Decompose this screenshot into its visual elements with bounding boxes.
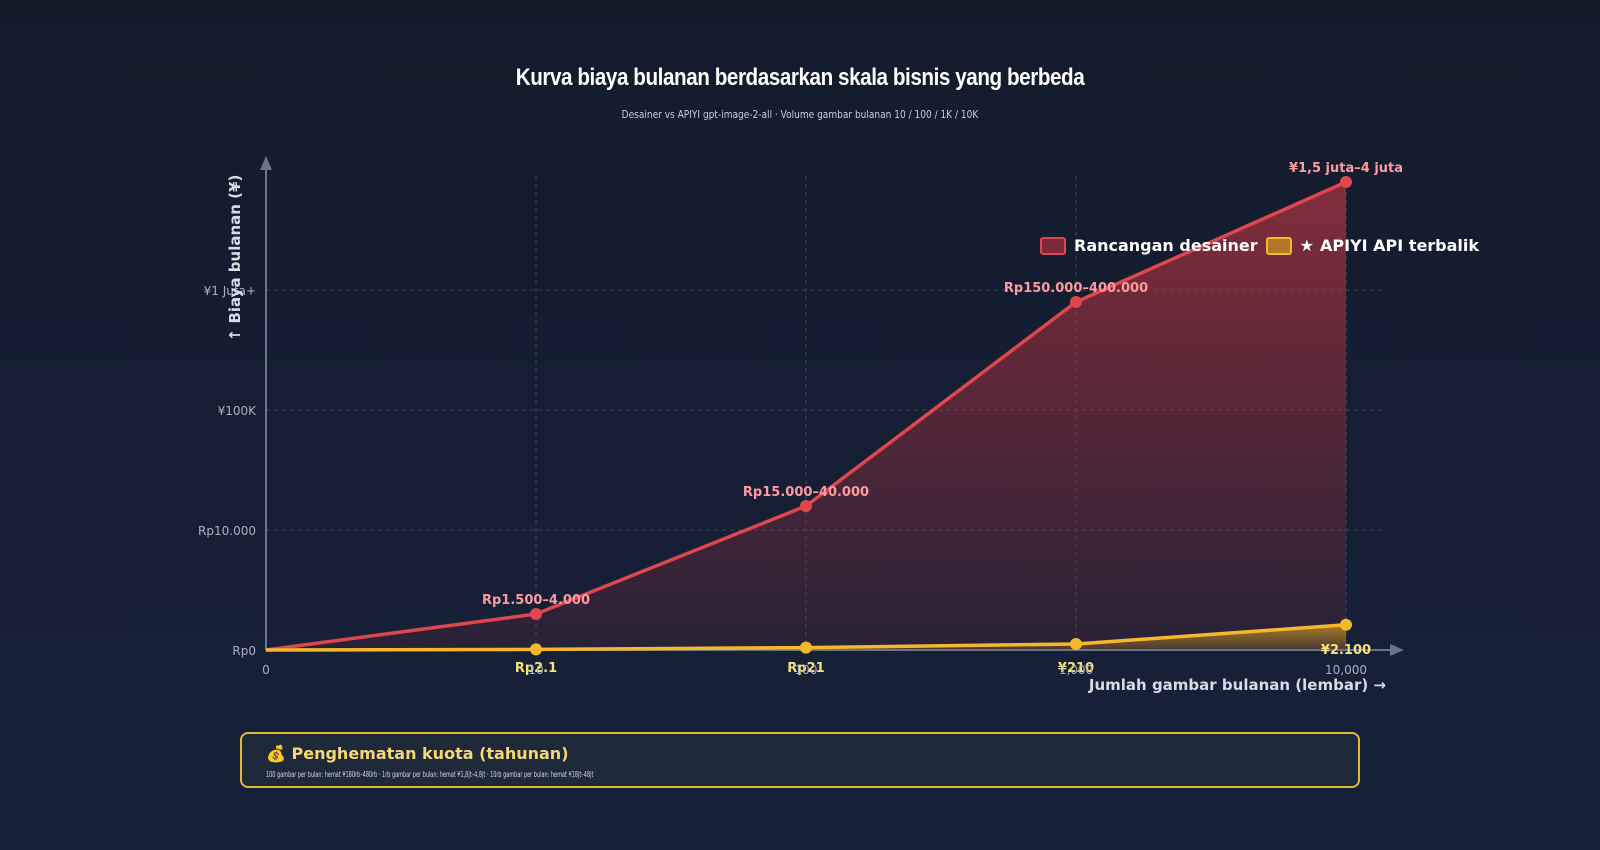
y-tick-label: Rp0 xyxy=(232,644,256,658)
series-area-1 xyxy=(266,624,1346,650)
data-label: ¥210 xyxy=(1058,661,1094,676)
data-point xyxy=(1070,638,1082,650)
money-bag-icon: 💰 xyxy=(266,744,286,763)
data-label: ¥2.100 xyxy=(1321,643,1371,658)
data-point xyxy=(530,643,542,656)
data-point xyxy=(1340,176,1352,188)
chart-legend: Rancangan desainer ★ APIYI API terbalik xyxy=(1040,236,1479,255)
x-tick-label: 10 xyxy=(528,663,543,677)
chart-title: Kurva biaya bulanan berdasarkan skala bi… xyxy=(515,64,1085,91)
savings-title-row: 💰 Penghematan kuota (tahunan) xyxy=(266,744,569,763)
x-axis-label: Jumlah gambar bulanan (lembar) → xyxy=(1088,676,1386,694)
savings-title: Penghematan kuota (tahunan) xyxy=(291,744,569,763)
savings-panel: 💰 Penghematan kuota (tahunan) 100 gambar… xyxy=(240,732,1360,788)
data-label: Rp21 xyxy=(787,661,824,676)
data-point xyxy=(1070,296,1082,308)
series-area-0 xyxy=(266,182,1346,650)
legend-label-api: APIYI API terbalik xyxy=(1319,236,1480,255)
data-point xyxy=(800,641,812,654)
x-tick-label: 0 xyxy=(262,663,270,677)
data-point xyxy=(530,608,542,620)
series-points xyxy=(530,176,1352,656)
y-axis-arrow xyxy=(260,156,272,170)
legend-swatch-designer xyxy=(1040,236,1066,255)
x-axis-arrow xyxy=(1390,644,1404,656)
star-icon: ★ xyxy=(1299,236,1314,255)
data-label: Rp15.000–40.000 xyxy=(743,485,869,500)
y-tick-label: ¥100K xyxy=(218,404,258,418)
tick-labels: Rp0 Rp10.000 ¥100K ¥1 Juta+ 0 10 100 1,000 10,00… xyxy=(198,175,1386,694)
x-tick-label: 100 xyxy=(795,663,818,677)
savings-text: 100 gambar per bulan: hemat ¥180rb–480rb… xyxy=(266,770,594,779)
data-labels: Rp1.500–4.000 Rp15.000–40.000 Rp150.000–40… xyxy=(482,161,1403,676)
x-tick-label: 1,000 xyxy=(1059,663,1093,677)
series-areas xyxy=(266,182,1346,650)
data-point xyxy=(1340,618,1352,631)
y-tick-label: Rp10.000 xyxy=(198,524,256,538)
x-tick-label: 10,000 xyxy=(1325,663,1367,677)
data-label: Rp150.000–400.000 xyxy=(1004,281,1148,296)
data-label: Rp2.1 xyxy=(515,661,557,676)
y-axis-label: ↑ Biaya bulanan (¥) xyxy=(226,175,244,342)
legend-label-designer: Rancangan desainer xyxy=(1074,236,1258,255)
data-point xyxy=(800,500,812,512)
data-label: ¥1,5 juta–4 juta xyxy=(1289,161,1403,176)
legend-swatch-api xyxy=(1265,236,1292,255)
data-label: Rp1.500–4.000 xyxy=(482,593,590,608)
chart-subtitle: Desainer vs APIYI gpt-image-2-all · Volu… xyxy=(621,108,979,121)
y-tick-label: ¥1 Juta+ xyxy=(204,284,256,298)
